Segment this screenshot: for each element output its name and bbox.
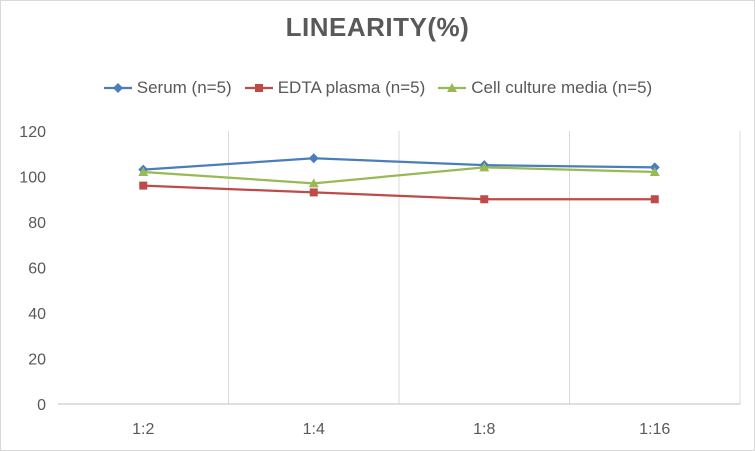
series-line <box>143 157 655 171</box>
data-point <box>138 166 149 176</box>
y-tick-label: 20 <box>28 352 46 369</box>
legend: Serum (n=5) EDTA plasma (n=5) Cell cultu… <box>0 78 755 98</box>
legend-swatch-edta-plasma <box>244 84 273 92</box>
legend-label-serum: Serum (n=5) <box>136 78 232 97</box>
data-point <box>650 195 659 204</box>
legend-item-edta-plasma: EDTA plasma (n=5) <box>244 78 426 98</box>
x-tick-label: 1:16 <box>639 421 670 438</box>
legend-item-cell-culture-media: Cell culture media (n=5) <box>437 78 652 98</box>
y-tick-label: 80 <box>28 215 46 232</box>
series-line <box>143 166 655 185</box>
legend-marker <box>254 84 263 92</box>
data-point <box>479 162 490 172</box>
legend-swatch-serum <box>103 83 132 93</box>
data-point <box>309 188 318 197</box>
x-tick-label: 1:2 <box>132 421 154 438</box>
data-point <box>649 166 660 176</box>
x-tick-label: 1:4 <box>303 421 325 438</box>
data-point <box>480 195 489 204</box>
y-tick-label: 100 <box>19 170 46 187</box>
series-line <box>143 184 655 201</box>
data-point <box>308 178 319 188</box>
y-tick-label: 0 <box>37 397 46 414</box>
legend-marker <box>112 83 123 93</box>
series-2 <box>138 162 660 188</box>
legend-item-serum: Serum (n=5) <box>103 78 232 98</box>
y-tick-label: 120 <box>19 124 46 141</box>
y-tick-label: 40 <box>28 306 46 323</box>
legend-marker <box>447 83 458 92</box>
legend-label-cell-culture-media: Cell culture media (n=5) <box>471 78 653 97</box>
legend-label-edta-plasma: EDTA plasma (n=5) <box>277 78 426 97</box>
x-tick-label: 1:8 <box>473 421 495 438</box>
y-tick-label: 60 <box>28 261 46 278</box>
data-point <box>308 153 319 164</box>
data-point <box>139 181 148 190</box>
legend-swatch-cell-culture-media <box>438 83 467 92</box>
chart-title: LINEARITY(%) <box>285 12 470 42</box>
series-1 <box>139 181 659 204</box>
